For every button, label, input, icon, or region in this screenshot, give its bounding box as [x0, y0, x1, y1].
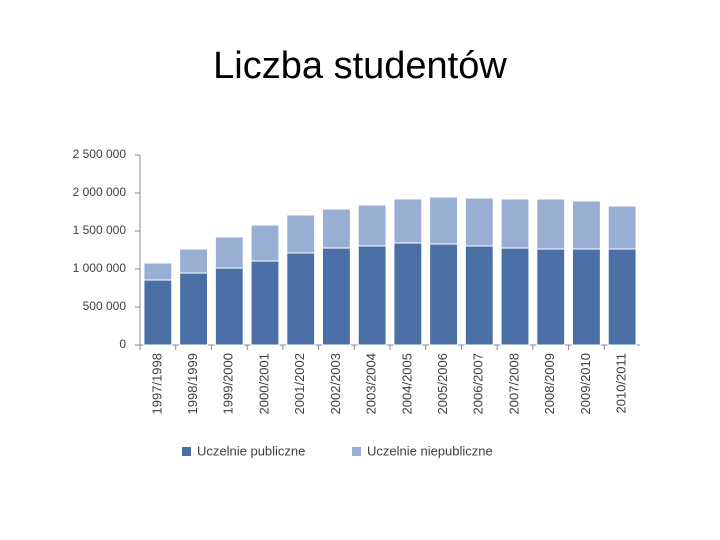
bar-segment — [143, 262, 173, 281]
bar-segment — [536, 248, 566, 346]
bar-segment — [322, 208, 351, 249]
y-tick-label: 2 500 000 — [73, 147, 127, 161]
legend-label: Uczelnie publiczne — [197, 443, 305, 458]
legend-label: Uczelnie niepubliczne — [367, 443, 493, 458]
y-tick-label: 1 000 000 — [73, 261, 127, 275]
bar-segment — [607, 205, 637, 250]
bar-segment — [572, 248, 601, 346]
x-tick-label: 2010/2011 — [614, 353, 629, 414]
bar-segment — [393, 198, 423, 244]
x-tick-label: 2000/2001 — [256, 353, 271, 414]
bar-segment — [179, 248, 208, 274]
bar-segment — [143, 279, 173, 346]
x-tick-label: 2007/2008 — [506, 353, 521, 414]
x-tick-label: 2005/2006 — [435, 353, 450, 414]
chart-title: Liczba studentów — [213, 45, 507, 87]
y-tick-label: 0 — [119, 337, 126, 351]
bar-segment — [393, 242, 423, 346]
bar-segment — [179, 272, 208, 346]
bar-segment — [572, 200, 601, 250]
bar-segment — [286, 252, 316, 346]
x-tick-label: 2004/2005 — [399, 353, 414, 414]
bar-segment — [286, 214, 316, 254]
x-tick-label: 1999/2000 — [221, 353, 236, 414]
bar-segment — [464, 245, 494, 346]
legend-swatch — [352, 447, 361, 456]
bar-segment — [500, 198, 530, 249]
bar-segment — [322, 247, 351, 346]
bar-segment — [214, 267, 244, 346]
x-tick-label: 2008/2009 — [542, 353, 557, 414]
bar-segment — [250, 224, 280, 262]
bar-segment — [214, 236, 244, 269]
x-tick-label: 2006/2007 — [471, 353, 486, 414]
bar-segment — [429, 196, 458, 245]
y-tick-label: 500 000 — [83, 299, 127, 313]
y-tick-label: 1 500 000 — [73, 223, 127, 237]
bar-segment — [429, 243, 458, 346]
x-tick-label: 2002/2003 — [328, 353, 343, 414]
bar-segment — [357, 245, 387, 346]
bar-segment — [357, 204, 387, 247]
bar-segment — [607, 248, 637, 346]
bar-segment — [536, 198, 566, 250]
x-tick-label: 2001/2002 — [292, 353, 307, 414]
legend-swatch — [182, 447, 191, 456]
x-tick-label: 1998/1999 — [185, 353, 200, 414]
x-tick-label: 2003/2004 — [364, 353, 379, 414]
y-tick-label: 2 000 000 — [73, 185, 127, 199]
bar-segment — [500, 247, 530, 346]
bar-segment — [250, 260, 280, 346]
bar-segment — [464, 197, 494, 247]
x-tick-label: 2009/2010 — [578, 353, 593, 414]
x-tick-label: 1997/1998 — [149, 353, 164, 414]
